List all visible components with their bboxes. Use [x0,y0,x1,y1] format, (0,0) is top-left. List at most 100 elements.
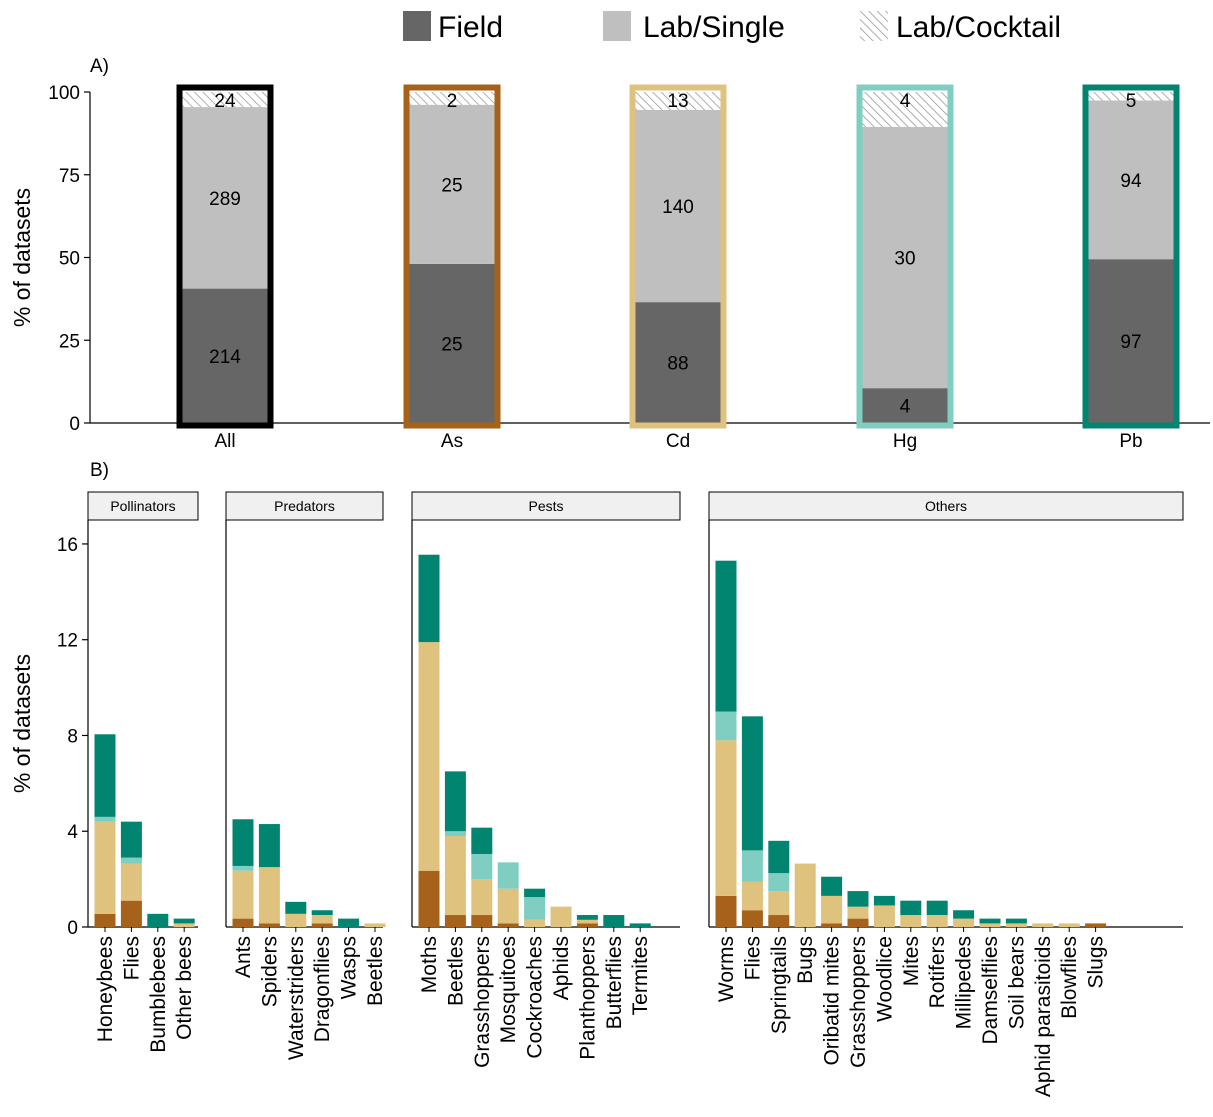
panel-b-bar-other-bees [173,918,195,927]
panel-b-bar-segment [94,734,116,817]
panel-b-bar-waterstriders [285,901,307,927]
panel-b-x-tick-label: Bumblebees [147,936,170,1053]
panel-b-x-tick-label: Slugs [1085,936,1108,989]
panel-a-data-label: 140 [662,197,694,218]
panel-b-bar-segment [94,821,116,914]
panel-a-data-label: 97 [1120,332,1141,353]
panel-b-bar-segment [576,919,598,924]
panel-a-bar-segment-lab-single [1088,100,1174,260]
panel-a-bar-segment-lab-cocktail [1088,92,1174,101]
panel-b-bar-segment [847,891,869,907]
panel-a-y-tick-label: 25 [59,331,80,352]
panel-a-y-tick-label: 50 [59,249,80,270]
panel-b-bar-wasps [338,918,360,927]
panel-a-bar-segment-lab-single [182,107,268,289]
panel-b-bar-segment [524,897,546,920]
panel-b-bar-segment [576,915,598,920]
panel-b-x-tick-label: Beetles [364,936,387,1006]
panel-b-bar-flies [741,716,763,927]
panel-b-bar-segment [120,857,142,864]
panel-b-facet-pollinators: Pollinators Honeybees Flies Bumblebees Other… [87,491,199,1053]
panel-b-x-tick-label: Bugs [794,936,817,984]
panel-b-x-tick-label: Mosquitoes [497,936,520,1043]
panel-b-bar-planthoppers [576,915,598,927]
panel-b-bar-segment [741,910,763,927]
panel-b-bar-soil-bears [1005,918,1027,927]
panel-b-x-tick-label: Rotifers [926,936,949,1008]
panel-a-bar-group-cd: 88 140 13 [629,84,727,429]
panel-a-bar-group-hg: 4 30 4 [856,84,954,429]
panel-b-bar-segment [979,918,1001,924]
panel-b-bar-segment [1058,923,1080,927]
panel-b-bar-mosquitoes [497,862,519,927]
panel-b-facet-predators: Predators Ants Spiders Waterstriders Dragonf… [225,491,387,1060]
panel-b-bar-segment [232,819,254,866]
panel-b-bar-segment [94,816,116,822]
panel-a-x-tick-label: As [441,431,463,452]
panel-a-x-tick-label: Hg [893,431,917,452]
panel-a-data-label: 25 [441,175,462,196]
panel-b-x-tick-label: Flies [741,936,764,980]
panel-b-x-tick-label: Termites [629,936,652,1015]
panel-b-bar-segment [576,923,598,927]
panel-a-y-tick-label: 75 [59,166,80,187]
panel-b-bar-segment [120,863,142,901]
panel-b-bar-cockroaches [524,888,546,927]
panel-b-y-axis-label: % of datasets [9,654,35,793]
panel-b-bar-butterflies [603,915,625,927]
panel-b-bar-segment [953,910,975,919]
panel-b-bar-segment [1005,923,1027,927]
panel-b-bar-segment [873,905,895,927]
panel-b-facet-strip [411,491,681,521]
panel-b-bar-honeybees [94,734,116,927]
panel-b-bar-segment [926,915,948,927]
panel-a-bar-group-all: 214 289 24 [176,84,274,429]
panel-b-x-tick-label: Butterflies [603,936,626,1029]
panel-a-bar-outline [629,84,727,429]
panel-a-y-axis-label: % of datasets [9,188,35,327]
panel-b-x-tick-label: Grasshoppers [471,936,494,1068]
panel-b-facet-strip [87,491,199,521]
panel-b-bar-segment [471,827,493,854]
panel-b-x-tick-label: Aphid parasitoids [1032,936,1055,1097]
legend-swatch-lab-cocktail [860,11,888,41]
panel-b-bar-segment [258,824,280,868]
panel-b-x-tick-label: Honeybees [94,936,117,1042]
panel-b-bar-segment [847,906,869,919]
panel-b-bar-segment [364,923,386,927]
panel-b-bar-segment [311,910,333,916]
panel-b-bar-damselflies [979,918,1001,927]
panel-b-bar-segment [1005,918,1027,924]
legend: Field Lab/Single Lab/Cocktail [403,11,1061,44]
panel-b-bar-segment [285,901,307,914]
panel-b-bar-segment [285,913,307,927]
panel-b-bar-segment [1032,923,1054,927]
panel-b-bar-segment [258,867,280,924]
panel-b-bar-dragonflies [311,910,333,927]
panel-b-bar-segment [497,888,519,924]
panel-b-x-tick-label: Dragonflies [311,936,334,1042]
panel-b-x-tick-label: Worms [715,936,738,1002]
panel-b-bar-grasshoppers [471,827,493,927]
panel-b-bar-segment [629,923,651,927]
panel-b-x-tick-label: Waterstriders [285,936,308,1060]
panel-b-bar-segment [232,870,254,919]
panel-b-x-tick-label: Blowflies [1058,936,1081,1019]
legend-swatch-field [403,11,431,41]
panel-b-bar-segment [794,863,816,927]
panel-b-bar-termites [629,923,651,927]
panel-b-bar-segment [715,740,737,896]
panel-b-y-tick-label: 12 [57,631,78,652]
panel-a-chart: 0 25 50 75 100 % of datasets 214 289 24 All 25 25 2 A… [9,83,1210,452]
panel-b-x-tick-label: Other bees [173,936,196,1040]
panel-a-bar-segment-lab-cocktail [182,92,268,108]
panel-b-bar-woodlice [873,895,895,927]
panel-a-data-label: 24 [214,91,236,112]
panel-b-x-tick-label: Damselflies [979,936,1002,1045]
panel-b-bar-flies [120,821,142,927]
panel-b-y-tick-label: 8 [67,726,78,747]
panel-b-bar-segment [768,873,790,892]
panel-b-bar-segment [418,642,440,871]
panel-b-bar-moths [418,554,440,927]
panel-b-y-tick-label: 16 [57,535,78,556]
